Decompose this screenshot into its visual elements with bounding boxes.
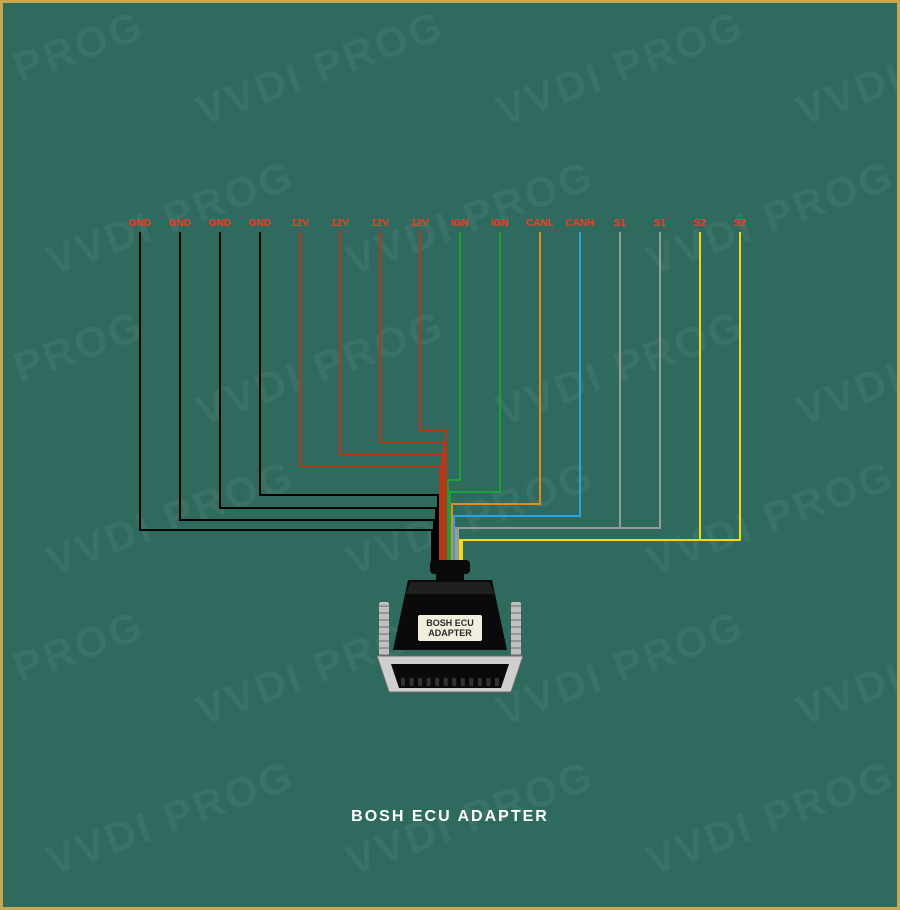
adapter-badge-line1: BOSH ECU xyxy=(426,618,474,628)
wire-label-canh: CANH xyxy=(566,218,595,229)
wire-label-gnd: GND xyxy=(169,218,191,229)
wire-label-gnd: GND xyxy=(209,218,231,229)
wire-label-s1: S1 xyxy=(654,218,666,229)
wire-label-12v: 12V xyxy=(411,218,429,229)
wire-12v xyxy=(380,232,444,564)
wire-label-ign: IGN xyxy=(491,218,509,229)
adapter-svg: BOSH ECUADAPTER xyxy=(375,560,525,700)
wire-label-gnd: GND xyxy=(129,218,151,229)
wire-gnd xyxy=(220,232,436,564)
wire-s1 xyxy=(458,232,660,564)
wire-ign xyxy=(450,232,500,564)
wire-label-ign: IGN xyxy=(451,218,469,229)
wire-s2 xyxy=(462,232,740,564)
wire-canl xyxy=(452,232,540,564)
wire-12v xyxy=(340,232,442,564)
wire-s1 xyxy=(456,232,620,564)
wire-label-s1: S1 xyxy=(614,218,626,229)
wire-label-gnd: GND xyxy=(249,218,271,229)
wire-layer xyxy=(0,0,900,910)
diagram-caption: BOSH ECU ADAPTER xyxy=(351,808,549,826)
wire-canh xyxy=(454,232,580,564)
wire-gnd xyxy=(180,232,434,564)
ecu-adapter: BOSH ECUADAPTER xyxy=(375,560,525,700)
wire-label-12v: 12V xyxy=(371,218,389,229)
adapter-badge-line2: ADAPTER xyxy=(428,628,472,638)
wire-gnd xyxy=(140,232,432,564)
wire-label-12v: 12V xyxy=(291,218,309,229)
wire-gnd xyxy=(260,232,438,564)
wire-label-s2: S2 xyxy=(734,218,746,229)
wire-label-canl: CANL xyxy=(526,218,554,229)
wire-label-s2: S2 xyxy=(694,218,706,229)
wire-label-12v: 12V xyxy=(331,218,349,229)
